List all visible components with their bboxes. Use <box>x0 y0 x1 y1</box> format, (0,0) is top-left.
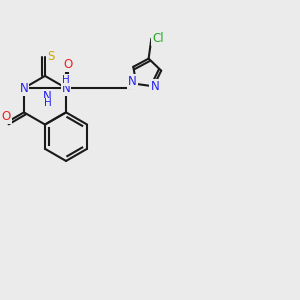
Text: O: O <box>2 110 11 123</box>
Text: N: N <box>20 82 28 94</box>
Text: N: N <box>150 80 159 93</box>
Text: Cl: Cl <box>152 32 164 45</box>
Text: N: N <box>128 75 137 88</box>
Text: N: N <box>62 82 70 94</box>
Text: O: O <box>63 58 72 71</box>
Text: S: S <box>47 50 55 63</box>
Text: H: H <box>61 75 69 85</box>
Text: H: H <box>44 98 52 109</box>
Text: N: N <box>43 90 52 103</box>
